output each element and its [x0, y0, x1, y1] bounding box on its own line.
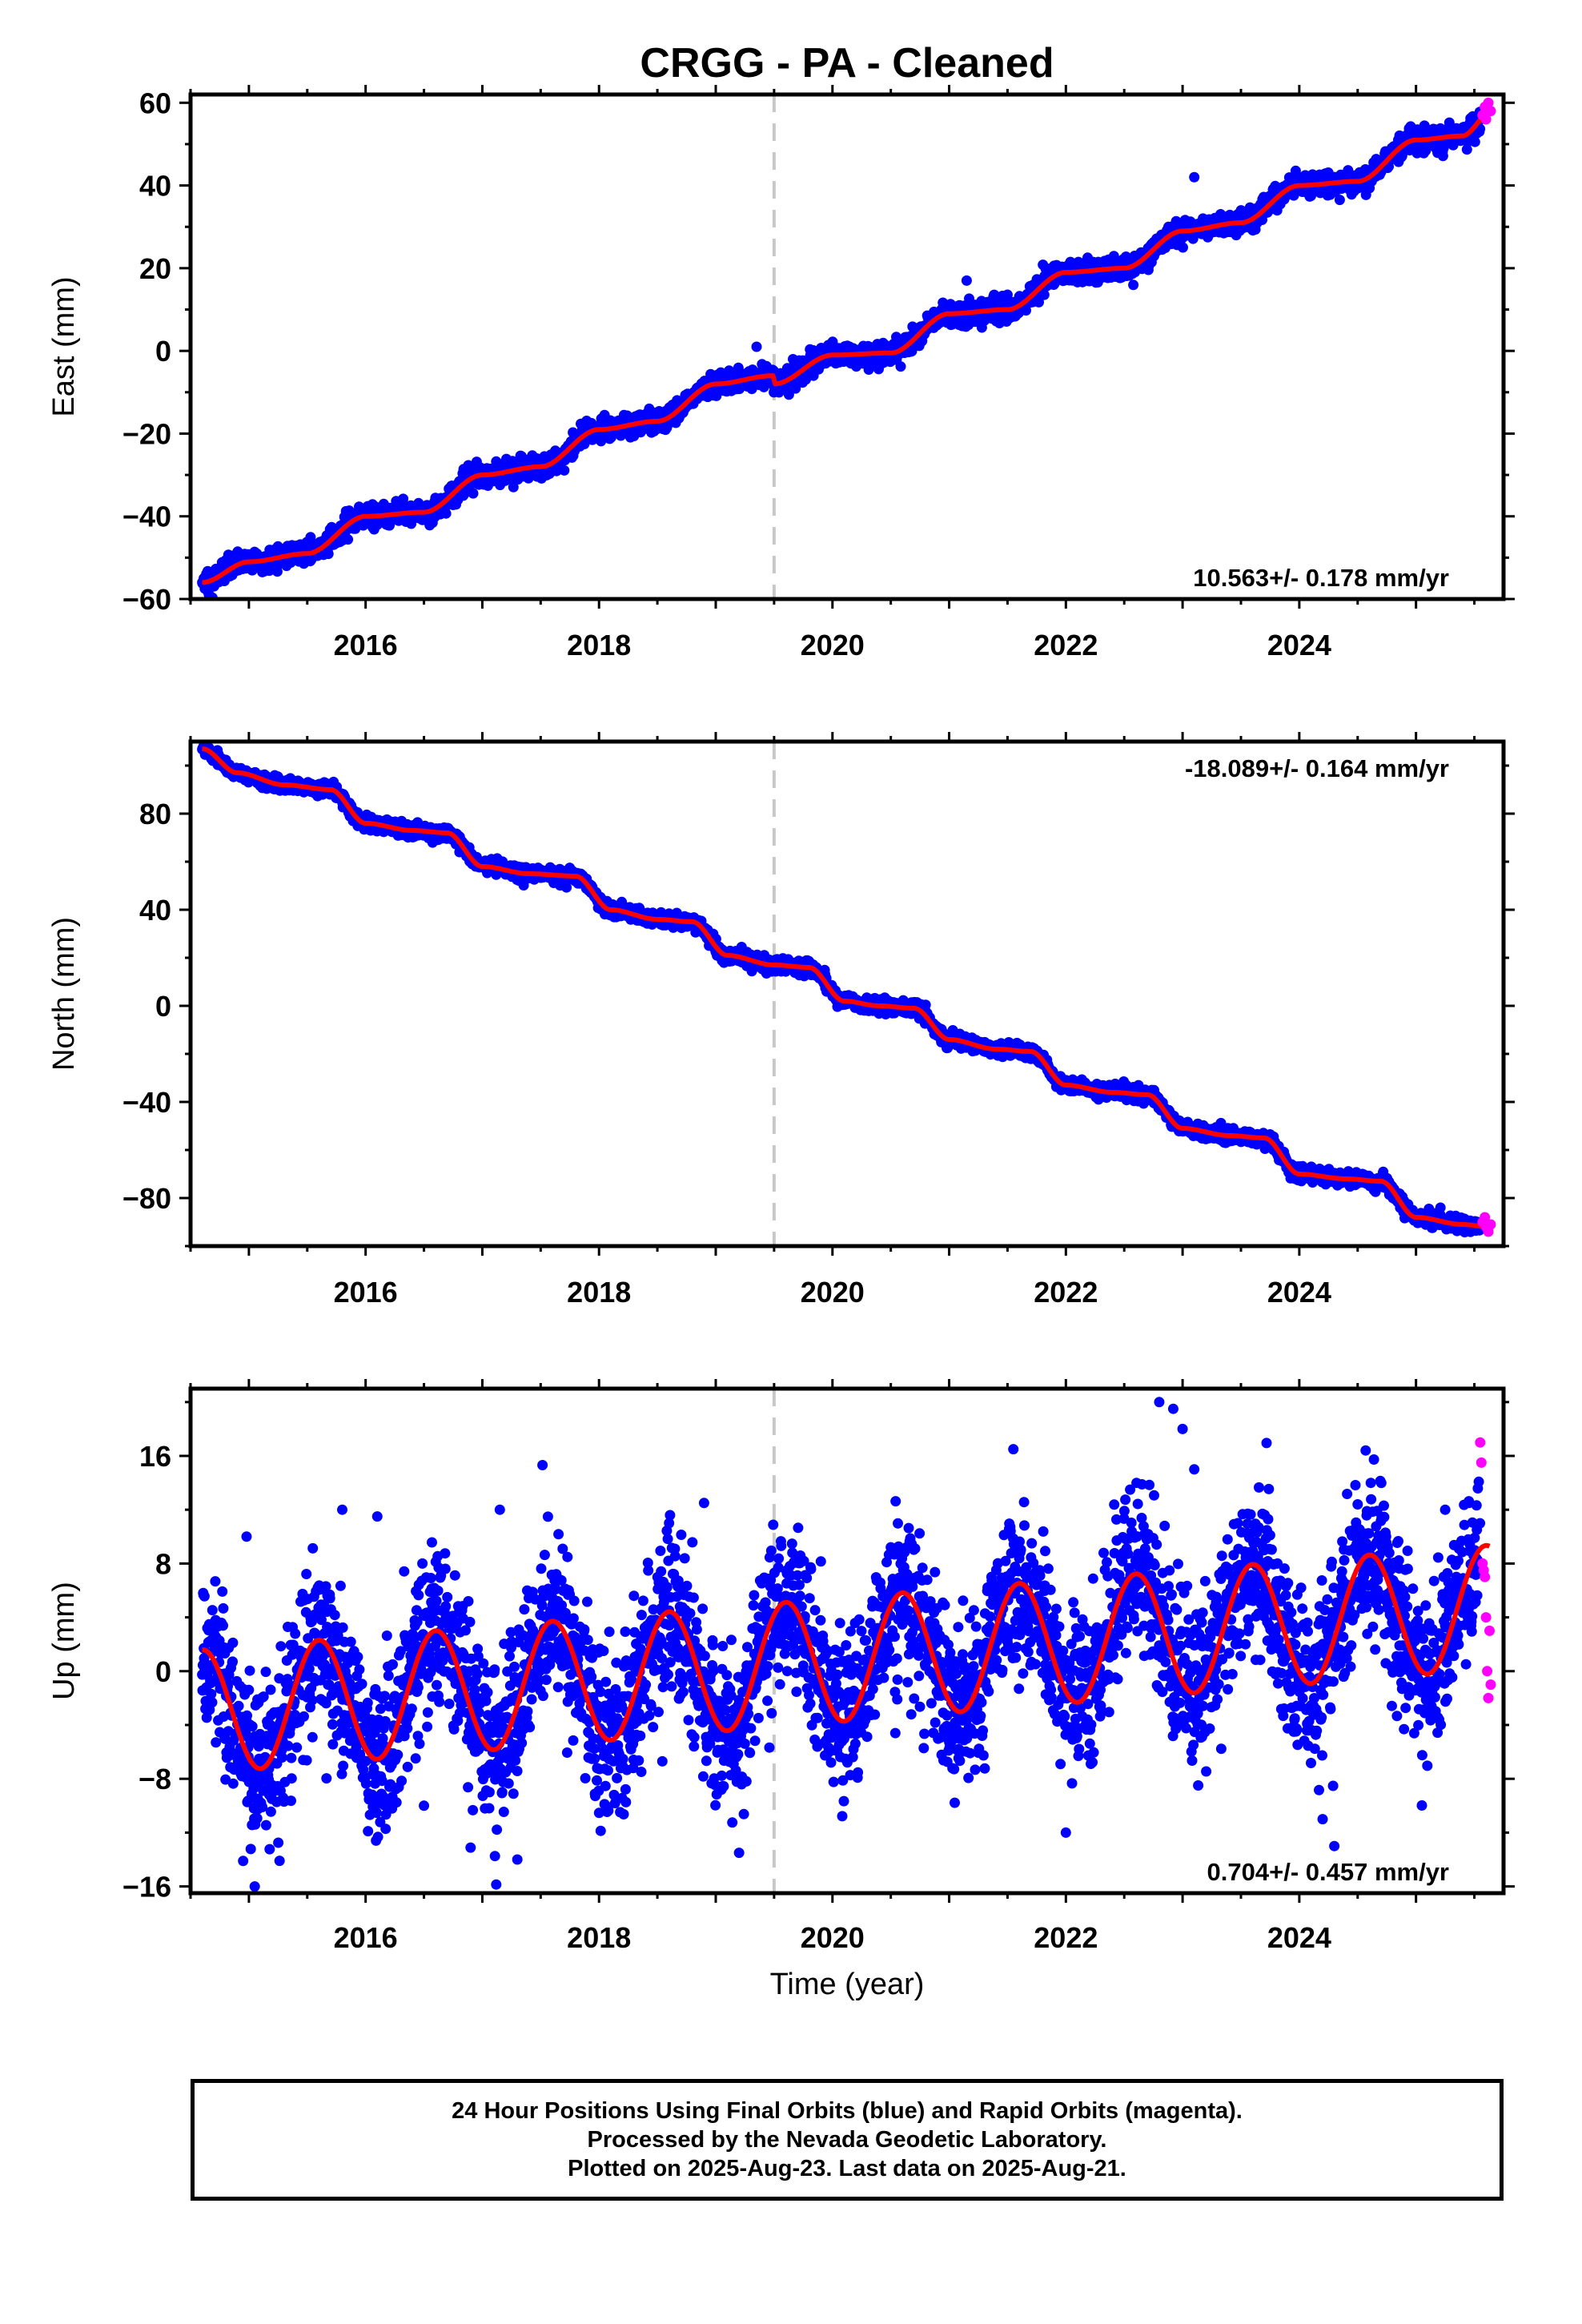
x-tick-label: 2018	[567, 629, 631, 661]
rapid-point	[1485, 106, 1496, 117]
x-tick-label: 2024	[1267, 629, 1331, 661]
plot-area	[197, 94, 1496, 599]
y-tick-label: 60	[139, 86, 171, 119]
y-tick-label: 40	[139, 170, 171, 203]
outlier-point	[1189, 171, 1200, 183]
x-tick-label: 2022	[1034, 629, 1098, 661]
y-axis-title: East (mm)	[47, 276, 81, 416]
final-orbit-points	[197, 742, 1486, 1238]
data-point	[323, 549, 334, 560]
data-point	[1038, 289, 1050, 300]
plot-area	[197, 742, 1496, 1246]
y-tick-label: −60	[122, 583, 171, 616]
data-point	[468, 488, 479, 499]
y-tick-label: −40	[122, 501, 171, 533]
data-point	[1334, 195, 1345, 206]
data-point	[1128, 279, 1139, 291]
data-point	[398, 493, 409, 505]
data-point	[895, 361, 906, 372]
data-point	[463, 460, 474, 471]
rate-label: 10.563+/- 0.178 mm/yr	[1193, 564, 1449, 592]
y-tick-label: 20	[139, 252, 171, 285]
outlier-point	[751, 341, 762, 352]
data-point	[440, 508, 452, 519]
data-point	[1469, 136, 1480, 147]
outlier-point	[961, 275, 972, 286]
data-point	[783, 389, 794, 400]
y-tick-label: −20	[122, 417, 171, 450]
data-point	[801, 374, 811, 385]
data-point	[343, 534, 354, 545]
x-tick-label: 2016	[334, 629, 398, 661]
figure-title: CRGG - PA - Cleaned	[640, 40, 1054, 86]
data-point	[508, 481, 519, 493]
data-point	[559, 464, 570, 476]
data-point	[1178, 242, 1188, 253]
x-tick-label: 2020	[801, 629, 865, 661]
y-tick-label: 0	[155, 335, 171, 368]
data-point	[790, 383, 801, 394]
data-point	[263, 565, 275, 577]
east-panel: 2016 2018 2020 2022 2024 −60 −40 −20 0 20 40 60 East…	[47, 85, 1515, 661]
